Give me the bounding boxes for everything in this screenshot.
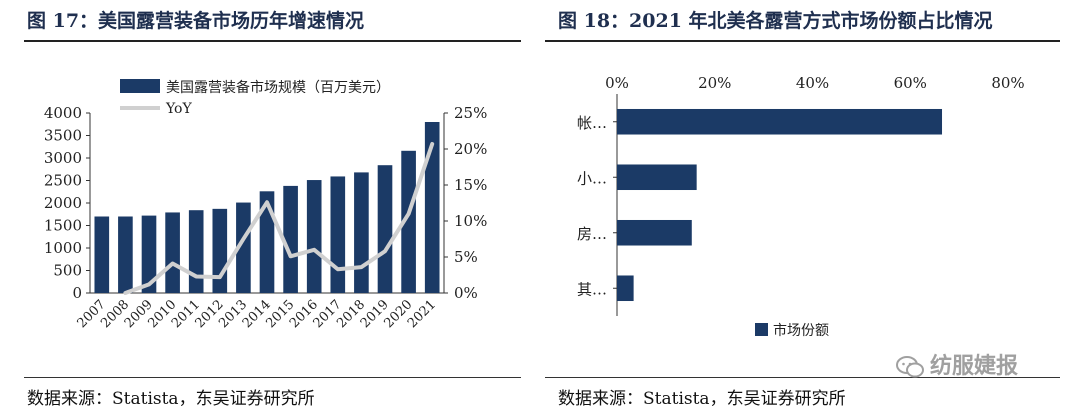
left-combo-chart: 0 500 1000 1500 2000 2500 3000 3500 4000 0% 5% 10% 1… <box>44 79 487 331</box>
bar-2014 <box>259 191 275 293</box>
bar-2018 <box>354 172 369 293</box>
x-tick-label: 2021 <box>405 297 439 331</box>
bar-2013 <box>236 202 251 293</box>
left-chart-title: 图 17：美国露营装备市场历年增速情况 <box>27 10 365 32</box>
left-y-tick-label: 3500 <box>44 127 82 145</box>
left-y-tick-label: 2000 <box>44 194 82 212</box>
right-y-tick-label: 10% <box>454 212 487 230</box>
left-y-tick-label: 1000 <box>44 239 82 257</box>
bar-2007 <box>94 216 110 293</box>
right-y-tick-label: 0% <box>454 284 478 302</box>
right-y-tick-label: 20% <box>454 140 487 158</box>
bar-2016 <box>306 180 322 293</box>
left-source-rule <box>24 377 521 378</box>
left-y-tick-label: 500 <box>53 262 82 280</box>
right-title-rule <box>545 40 1060 42</box>
x-tick-label: 60% <box>894 74 927 92</box>
category-label: 其… <box>577 280 607 298</box>
bar-2017 <box>330 176 346 293</box>
right-chart-title: 图 18：2021 年北美各露营方式市场份额占比情况 <box>558 10 993 32</box>
category-label: 帐… <box>577 114 607 132</box>
bar-2015 <box>283 185 298 293</box>
left-y-tick-label: 2500 <box>44 172 82 190</box>
bar-2009 <box>141 215 157 293</box>
category-label: 小… <box>577 169 607 187</box>
right-source-rule <box>545 377 1060 378</box>
left-y-tick-label: 0 <box>72 284 82 302</box>
watermark: 纺服婕报 <box>896 348 1018 380</box>
right-source-note: 数据来源：Statista，东吴证券研究所 <box>558 389 846 409</box>
bar-2021 <box>424 122 440 293</box>
hbar-2 <box>617 219 692 246</box>
wechat-icon <box>896 356 924 378</box>
bar-2019 <box>377 165 393 293</box>
legend-label-yoy: YoY <box>165 101 192 117</box>
left-y-tick-label: 1500 <box>44 217 82 235</box>
watermark-text: 纺服婕报 <box>930 354 1019 379</box>
hbar-0 <box>617 108 943 135</box>
right-hbar-chart: 0% 20% 40% 60% 80% 帐… 小… 房… 其… 市场份额 <box>577 74 1025 339</box>
legend-label-share: 市场份额 <box>773 322 829 339</box>
left-title-rule <box>24 40 521 42</box>
x-tick-label: 20% <box>698 74 731 92</box>
bar-2012 <box>212 208 228 293</box>
hbar-3 <box>617 275 634 302</box>
category-label: 房… <box>577 225 607 243</box>
right-y-tick-label: 15% <box>454 176 487 194</box>
x-tick-label: 0% <box>605 74 629 92</box>
left-y-tick-label: 3000 <box>44 149 82 167</box>
yoy-line <box>123 141 435 295</box>
left-y-tick-label: 4000 <box>44 104 82 122</box>
right-y-tick-label: 25% <box>454 104 487 122</box>
bar-2010 <box>165 212 180 293</box>
legend-swatch-share <box>755 323 768 336</box>
left-source-note: 数据来源：Statista，东吴证券研究所 <box>27 389 315 409</box>
x-tick-label: 40% <box>796 74 829 92</box>
legend-label-bars: 美国露营装备市场规模（百万美元） <box>166 79 390 96</box>
bar-2020 <box>401 150 416 293</box>
legend-swatch-bars <box>120 79 160 93</box>
hbar-1 <box>617 164 697 191</box>
bar-2008 <box>118 216 133 293</box>
x-tick-label: 80% <box>991 74 1024 92</box>
bar-2011 <box>188 210 204 293</box>
right-y-tick-label: 5% <box>454 248 478 266</box>
